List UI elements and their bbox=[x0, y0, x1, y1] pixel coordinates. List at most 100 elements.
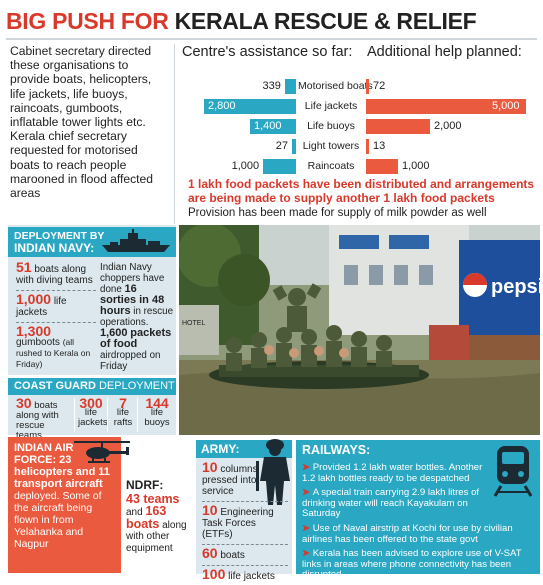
centre-bar bbox=[263, 159, 296, 174]
intro-text: Cabinet secretary directed these organis… bbox=[10, 44, 166, 200]
navy-food-bold: packets of food bbox=[100, 327, 172, 350]
railways-item-text: Kerala has been advised to explore use o… bbox=[302, 548, 522, 581]
arrow-icon: ➤ bbox=[302, 462, 313, 473]
army-text: boats bbox=[220, 550, 245, 561]
ndrf-and: and bbox=[126, 507, 143, 518]
centre-bar bbox=[204, 99, 296, 114]
planned-bar bbox=[366, 159, 398, 174]
coast-guard-heading: COAST GUARD bbox=[14, 380, 96, 392]
navy-choppers-text1: Indian Navy choppers have done bbox=[100, 262, 165, 295]
coast-guard-item-boats: 30 boats along with rescue teams bbox=[16, 395, 72, 441]
railways-item: ➤ Use of Naval airstrip at Kochi for use… bbox=[302, 522, 536, 545]
cg-num: 7 bbox=[119, 395, 127, 411]
iaf-panel bbox=[8, 437, 121, 573]
planned-bar bbox=[366, 119, 430, 134]
divider bbox=[74, 398, 75, 432]
centre-bar bbox=[250, 119, 296, 134]
cg-num: 144 bbox=[145, 395, 169, 411]
headline-rule bbox=[6, 38, 537, 40]
railways-item-text: Use of Naval airstrip at Kochi for use b… bbox=[302, 522, 513, 545]
railways-item-text: Provided 1.2 lakh water bottles. Another… bbox=[302, 462, 483, 484]
iaf-rest: deployed. Some of the aircraft being flo… bbox=[14, 490, 102, 550]
cg-text: life buoys bbox=[144, 407, 170, 428]
ndrf-boats-num: 163 bbox=[145, 504, 167, 518]
centre-assistance-title: Centre's assistance so far: bbox=[182, 44, 353, 60]
army-num: 10 bbox=[202, 502, 218, 518]
centre-value-label: 1,400 bbox=[254, 120, 282, 132]
arrow-icon: ➤ bbox=[302, 487, 313, 499]
planned-value-label: 5,000 bbox=[492, 100, 520, 112]
navy-boats-num: 51 bbox=[16, 259, 32, 275]
iaf-aircraft-num: 11 bbox=[98, 466, 110, 478]
iaf-heli-text: helicopters and bbox=[14, 466, 96, 478]
column-divider bbox=[174, 44, 175, 224]
headline-part2: KERALA RESCUE & RELIEF bbox=[174, 8, 477, 34]
navy-food-num: 1,600 bbox=[100, 327, 128, 339]
planned-bar bbox=[366, 99, 526, 114]
navy-heading: DEPLOYMENT BY INDIAN NAVY: bbox=[14, 230, 104, 254]
hotel-sign: HOTEL bbox=[182, 320, 205, 327]
railways-item: ➤ Kerala has been advised to explore use… bbox=[302, 548, 536, 581]
army-item-columns: 10 columns pressed into service bbox=[202, 459, 262, 497]
army-text: columns pressed into service bbox=[202, 464, 258, 497]
headline: BIG PUSH FOR KERALA RESCUE & RELIEF bbox=[6, 4, 537, 38]
planned-bar bbox=[366, 79, 369, 94]
ndrf-boats-bold: boats bbox=[126, 516, 160, 531]
navy-gumboots-text: gumboots bbox=[16, 337, 60, 348]
cg-num: 30 bbox=[16, 395, 32, 411]
centre-value-label: 1,000 bbox=[231, 160, 260, 172]
centre-value-label: 27 bbox=[275, 140, 288, 152]
navy-gumboots: 1,300 gumboots (all rushed to Kerala on … bbox=[16, 323, 98, 370]
army-num: 10 bbox=[202, 459, 218, 475]
navy-jackets-text: life jackets bbox=[16, 296, 67, 318]
ndrf-boats-text: along with other equipment bbox=[126, 519, 187, 554]
army-item-etf: 10 Engineering Task Forces (ETFs) bbox=[202, 502, 288, 540]
chart-category-label: Life buoys bbox=[307, 120, 355, 132]
coast-guard-item-jackets: 300 life jackets bbox=[78, 395, 108, 428]
coast-guard-panel bbox=[8, 395, 176, 435]
railways-item: ➤ Provided 1.2 lakh water bottles. Anoth… bbox=[302, 462, 492, 484]
centre-bar bbox=[284, 79, 296, 94]
army-text: life jackets bbox=[228, 571, 275, 582]
iaf-text: INDIAN AIR FORCE: 23 helicopters and 11 … bbox=[14, 442, 118, 550]
navy-boats-text: boats along with diving teams bbox=[16, 264, 93, 286]
army-text: Engineering Task Forces (ETFs) bbox=[202, 507, 274, 540]
centre-bar bbox=[292, 139, 296, 154]
navy-gumboots-num: 1,300 bbox=[16, 323, 52, 339]
coast-guard-header: COAST GUARD DEPLOYMENT bbox=[8, 378, 176, 395]
flood-rescue-photo: pepsi HOTEL bbox=[179, 225, 540, 435]
cg-num: 300 bbox=[79, 395, 103, 411]
coast-guard-heading-rest: DEPLOYMENT bbox=[98, 380, 175, 392]
railways-item: ➤ A special train carrying 2.9 lakh litr… bbox=[302, 487, 492, 520]
navy-jackets-num: 1,000 bbox=[16, 291, 52, 307]
army-item-boats: 60 boats bbox=[202, 546, 262, 561]
cg-text: life jackets bbox=[78, 407, 108, 428]
divider bbox=[202, 565, 288, 566]
planned-value-label: 72 bbox=[373, 80, 386, 92]
coast-guard-item-rafts: 7 life rafts bbox=[111, 395, 135, 428]
intro-text2: Kerala chief secretary requested for mot… bbox=[10, 129, 153, 201]
headline-part1: BIG PUSH FOR bbox=[6, 8, 169, 34]
army-heading: ARMY: bbox=[201, 442, 240, 456]
divider bbox=[16, 290, 96, 291]
pepsi-sign: pepsi bbox=[491, 276, 540, 298]
navy-food-text: airdropped on Friday bbox=[100, 350, 161, 372]
navy-choppers: Indian Navy choppers have done 16 sortie… bbox=[100, 262, 174, 372]
planned-value-label: 1,000 bbox=[402, 160, 430, 172]
army-num: 100 bbox=[202, 566, 226, 582]
ndrf-teams: 43 teams bbox=[126, 492, 180, 506]
navy-boats: 51 boats along with diving teams bbox=[16, 259, 98, 286]
chart-category-label: Light towers bbox=[302, 140, 360, 152]
divider bbox=[202, 544, 288, 545]
chart-category-label: Motorised boats bbox=[298, 80, 373, 92]
chart-category-label: Life jackets bbox=[304, 100, 358, 112]
iaf-heading: INDIAN AIR FORCE: bbox=[14, 442, 74, 466]
navy-choppers-bold: sorties in 48 hours bbox=[100, 294, 165, 317]
assistance-chart: Motorised boats 339 72 Life jackets 2,800 5,0… bbox=[176, 74, 540, 174]
centre-value-label: 339 bbox=[262, 80, 281, 92]
divider bbox=[137, 398, 138, 432]
army-list: 10 columns pressed into service 10 Engin… bbox=[202, 459, 288, 582]
divider bbox=[16, 322, 96, 323]
milk-powder-note: Provision has been made for supply of mi… bbox=[188, 207, 487, 219]
cg-text: boats along with rescue teams bbox=[16, 400, 59, 441]
